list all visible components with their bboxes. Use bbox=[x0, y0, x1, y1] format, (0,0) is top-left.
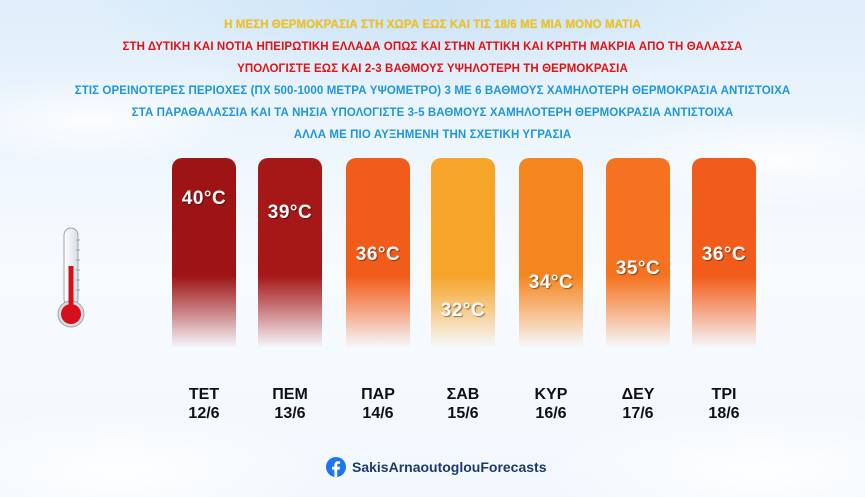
headline-line-2: ΣΤΗ ΔΥΤΙΚΗ ΚΑΙ ΝΟΤΙΑ ΗΠΕΙΡΩΤΙΚΗ ΕΛΛΑΔΑ Ο… bbox=[122, 41, 743, 53]
day-label-thu: ΠΕΜ 13/6 bbox=[250, 385, 330, 423]
day-name: ΔΕΥ bbox=[621, 386, 655, 403]
day-label-mon: ΔΕΥ 17/6 bbox=[598, 385, 678, 423]
bar-sun: 34°C bbox=[519, 158, 583, 348]
temp-label-wed: 40°C bbox=[181, 188, 227, 209]
temp-label-fri: 36°C bbox=[355, 244, 401, 265]
day-label-sat: ΣΑΒ 15/6 bbox=[423, 385, 503, 423]
bar-thu: 39°C bbox=[258, 158, 322, 348]
day-date: 14/6 bbox=[362, 405, 394, 422]
temp-label-mon: 35°C bbox=[615, 258, 661, 279]
day-name: ΠΑΡ bbox=[361, 386, 395, 403]
day-name: ΠΕΜ bbox=[272, 386, 308, 403]
temp-label-thu: 39°C bbox=[267, 202, 313, 223]
day-date: 12/6 bbox=[188, 405, 220, 422]
day-labels: ΤΕΤ 12/6 ΠΕΜ 13/6 ΠΑΡ 14/6 ΣΑΒ 15/6 ΚΥΡ 16/6 … bbox=[0, 385, 865, 435]
bar-fri: 36°C bbox=[346, 158, 410, 348]
day-name: ΤΡΙ bbox=[711, 386, 737, 403]
day-name: ΣΑΒ bbox=[446, 386, 480, 403]
headline-line-1: Η ΜΕΣΗ ΘΕΡΜΟΚΡΑΣΙΑ ΣΤΗ ΧΩΡΑ ΕΩΣ ΚΑΙ ΤΙΣ … bbox=[224, 19, 641, 31]
bar-mon: 35°C bbox=[606, 158, 670, 348]
temperature-bars: 40°C 39°C 36°C 32°C 34°C 35°C 36°C bbox=[0, 158, 865, 348]
day-date: 16/6 bbox=[535, 405, 567, 422]
bar-wed: 40°C bbox=[172, 158, 236, 348]
headline-line-3: ΥΠΟΛΟΓΙΣΤΕ ΕΩΣ ΚΑΙ 2-3 ΒΑΘΜΟΥΣ ΥΨΗΛΟΤΕΡΗ… bbox=[237, 63, 628, 75]
day-name: ΚΥΡ bbox=[534, 386, 568, 403]
day-date: 18/6 bbox=[708, 405, 740, 422]
day-label-sun: ΚΥΡ 16/6 bbox=[511, 385, 591, 423]
day-label-wed: ΤΕΤ 12/6 bbox=[164, 385, 244, 423]
day-label-fri: ΠΑΡ 14/6 bbox=[338, 385, 418, 423]
day-date: 15/6 bbox=[447, 405, 479, 422]
facebook-credit[interactable]: SakisArnaoutoglouForecasts bbox=[326, 454, 547, 480]
bar-tue: 36°C bbox=[692, 158, 756, 348]
bar-sat: 32°C bbox=[431, 158, 495, 348]
temp-label-tue: 36°C bbox=[701, 244, 747, 265]
thermometer-icon bbox=[56, 226, 86, 330]
temp-label-sat: 32°C bbox=[440, 300, 486, 321]
facebook-icon bbox=[326, 457, 346, 477]
facebook-page-name[interactable]: SakisArnaoutoglouForecasts bbox=[352, 459, 547, 475]
headline-line-6: ΑΛΛΑ ΜΕ ΠΙΟ ΑΥΞΗΜΕΝΗ ΤΗΝ ΣΧΕΤΙΚΗ ΥΓΡΑΣΙΑ bbox=[293, 129, 572, 141]
day-date: 17/6 bbox=[622, 405, 654, 422]
day-label-tue: ΤΡΙ 18/6 bbox=[684, 385, 764, 423]
headline-line-5: ΣΤΑ ΠΑΡΑΘΑΛΑΣΣΙΑ ΚΑΙ ΤΑ ΝΗΣΙΑ ΥΠΟΛΟΓΙΣΤΕ… bbox=[131, 107, 734, 119]
headline-line-4: ΣΤΙΣ ΟΡΕΙΝΟΤΕΡΕΣ ΠΕΡΙΟΧΕΣ (ΠΧ 500-1000 Μ… bbox=[74, 85, 791, 97]
temp-label-sun: 34°C bbox=[528, 272, 574, 293]
day-date: 13/6 bbox=[274, 405, 306, 422]
headline-block: Η ΜΕΣΗ ΘΕΡΜΟΚΡΑΣΙΑ ΣΤΗ ΧΩΡΑ ΕΩΣ ΚΑΙ ΤΙΣ … bbox=[0, 14, 865, 146]
day-name: ΤΕΤ bbox=[188, 386, 220, 403]
